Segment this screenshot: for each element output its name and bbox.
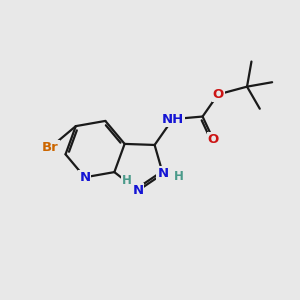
Text: N: N	[79, 171, 90, 184]
Text: NH: NH	[162, 112, 184, 126]
Text: Br: Br	[42, 141, 59, 154]
Text: H: H	[122, 174, 131, 188]
Text: N: N	[157, 167, 168, 180]
Text: H: H	[174, 170, 184, 183]
Text: N: N	[132, 184, 144, 197]
Text: O: O	[212, 88, 224, 101]
Text: O: O	[208, 133, 219, 146]
